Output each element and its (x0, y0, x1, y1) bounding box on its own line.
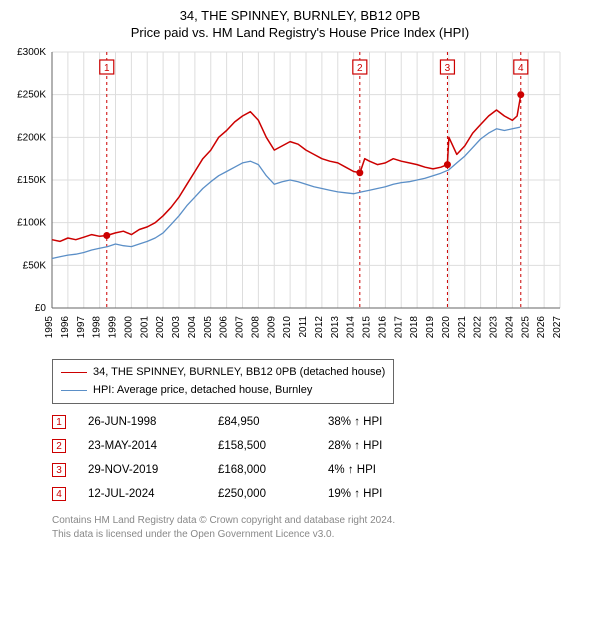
svg-text:£300K: £300K (17, 47, 46, 58)
svg-text:1997: 1997 (76, 316, 87, 339)
svg-text:4: 4 (518, 63, 524, 74)
svg-text:2025: 2025 (520, 316, 531, 339)
transaction-pct: 19% ↑ HPI (328, 488, 438, 500)
svg-text:£100K: £100K (17, 218, 46, 229)
title-block: 34, THE SPINNEY, BURNLEY, BB12 0PB Price… (10, 8, 590, 40)
svg-text:1996: 1996 (60, 316, 71, 339)
svg-text:2007: 2007 (235, 316, 246, 339)
svg-text:2008: 2008 (250, 316, 261, 339)
legend-row: 34, THE SPINNEY, BURNLEY, BB12 0PB (deta… (61, 364, 385, 382)
svg-text:2014: 2014 (346, 316, 357, 339)
chart-title: 34, THE SPINNEY, BURNLEY, BB12 0PB (10, 8, 590, 23)
svg-text:2: 2 (357, 63, 363, 74)
transaction-pct: 28% ↑ HPI (328, 440, 438, 452)
transactions-table: 1 26-JUN-1998£84,95038% ↑ HPI 2 23-MAY-2014… (52, 410, 590, 506)
svg-text:2004: 2004 (187, 316, 198, 339)
legend-label-2: HPI: Average price, detached house, Burn… (93, 382, 312, 400)
svg-text:2022: 2022 (473, 316, 484, 339)
svg-text:2021: 2021 (457, 316, 468, 339)
legend-swatch-2 (61, 390, 87, 391)
transaction-marker: 1 (52, 415, 66, 429)
svg-text:2026: 2026 (536, 316, 547, 339)
svg-text:2009: 2009 (266, 316, 277, 339)
svg-text:1999: 1999 (108, 316, 119, 339)
footer-line-2: This data is licensed under the Open Gov… (52, 528, 590, 542)
svg-text:2005: 2005 (203, 316, 214, 339)
transaction-marker: 2 (52, 439, 66, 453)
svg-text:2011: 2011 (298, 316, 309, 338)
transaction-price: £168,000 (218, 464, 328, 476)
svg-text:1995: 1995 (44, 316, 55, 339)
svg-text:£150K: £150K (17, 175, 46, 186)
svg-text:2018: 2018 (409, 316, 420, 339)
svg-text:2027: 2027 (552, 316, 563, 339)
legend-swatch-1 (61, 372, 87, 373)
legend-row: HPI: Average price, detached house, Burn… (61, 382, 385, 400)
chart-subtitle: Price paid vs. HM Land Registry's House … (10, 25, 590, 40)
transaction-row: 3 29-NOV-2019£168,0004% ↑ HPI (52, 458, 590, 482)
svg-text:2023: 2023 (489, 316, 500, 339)
svg-text:2001: 2001 (139, 316, 150, 339)
svg-text:1: 1 (104, 63, 110, 74)
chart-area: £0 £50K £100K £150K £200K £250K £300K 1995 1996 1… (10, 46, 590, 351)
svg-text:2010: 2010 (282, 316, 293, 339)
footer-line-1: Contains HM Land Registry data © Crown c… (52, 514, 590, 528)
svg-text:2024: 2024 (504, 316, 515, 339)
line-chart-svg: £0 £50K £100K £150K £200K £250K £300K 1995 1996 1… (10, 46, 570, 346)
legend-label-1: 34, THE SPINNEY, BURNLEY, BB12 0PB (deta… (93, 364, 385, 382)
transaction-price: £158,500 (218, 440, 328, 452)
svg-text:1998: 1998 (92, 316, 103, 339)
svg-text:2016: 2016 (377, 316, 388, 339)
transaction-row: 4 12-JUL-2024£250,00019% ↑ HPI (52, 482, 590, 506)
svg-text:2015: 2015 (362, 316, 373, 339)
transaction-date: 23-MAY-2014 (88, 440, 218, 452)
svg-text:2003: 2003 (171, 316, 182, 339)
transaction-date: 12-JUL-2024 (88, 488, 218, 500)
chart-container: 34, THE SPINNEY, BURNLEY, BB12 0PB Price… (0, 0, 600, 551)
footer: Contains HM Land Registry data © Crown c… (52, 514, 590, 541)
svg-text:2013: 2013 (330, 316, 341, 339)
svg-text:2002: 2002 (155, 316, 166, 339)
transaction-date: 26-JUN-1998 (88, 416, 218, 428)
svg-text:£0: £0 (35, 303, 47, 314)
svg-text:£50K: £50K (23, 260, 47, 271)
svg-text:2017: 2017 (393, 316, 404, 339)
transaction-row: 2 23-MAY-2014£158,50028% ↑ HPI (52, 434, 590, 458)
svg-text:2000: 2000 (123, 316, 134, 339)
transaction-price: £250,000 (218, 488, 328, 500)
svg-text:£200K: £200K (17, 132, 46, 143)
transaction-pct: 4% ↑ HPI (328, 464, 438, 476)
legend: 34, THE SPINNEY, BURNLEY, BB12 0PB (deta… (52, 359, 394, 404)
svg-text:£250K: £250K (17, 90, 46, 101)
transaction-price: £84,950 (218, 416, 328, 428)
transaction-row: 1 26-JUN-1998£84,95038% ↑ HPI (52, 410, 590, 434)
svg-text:2006: 2006 (219, 316, 230, 339)
transaction-date: 29-NOV-2019 (88, 464, 218, 476)
svg-text:2019: 2019 (425, 316, 436, 339)
svg-text:2012: 2012 (314, 316, 325, 339)
svg-text:3: 3 (445, 63, 451, 74)
transaction-marker: 4 (52, 487, 66, 501)
transaction-marker: 3 (52, 463, 66, 477)
svg-text:2020: 2020 (441, 316, 452, 339)
transaction-pct: 38% ↑ HPI (328, 416, 438, 428)
